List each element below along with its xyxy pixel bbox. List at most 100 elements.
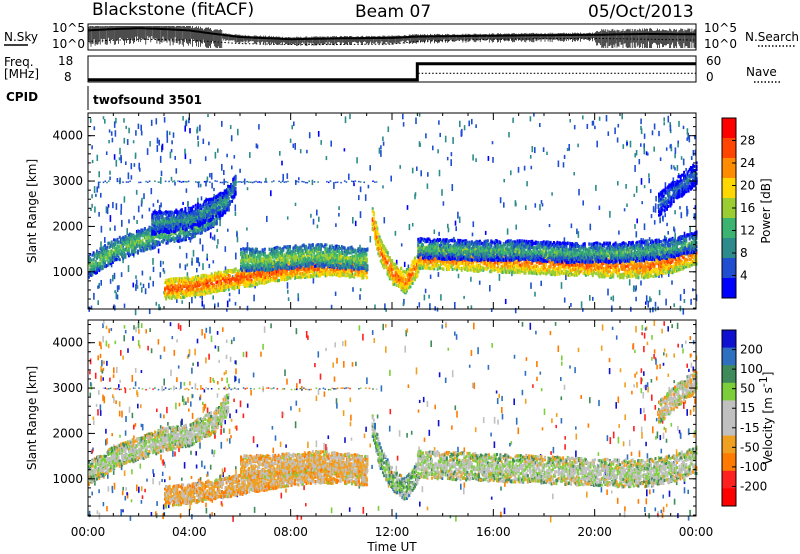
rti-cell bbox=[472, 221, 475, 228]
noise-right-tick-bottom: 10^0 bbox=[704, 37, 737, 51]
rti-cell bbox=[101, 247, 104, 251]
rti-cell bbox=[152, 220, 155, 224]
rti-cell bbox=[197, 141, 200, 147]
rti-cell bbox=[170, 211, 173, 215]
rti-cell bbox=[115, 239, 118, 243]
rti-cell bbox=[139, 244, 142, 248]
rti-cell bbox=[634, 224, 636, 229]
rti-cell bbox=[138, 239, 141, 243]
rti-cell bbox=[127, 265, 130, 273]
rti-cell bbox=[195, 206, 198, 210]
rti-cell bbox=[96, 251, 98, 255]
rti-cell bbox=[444, 135, 447, 143]
rti-cell bbox=[90, 266, 93, 270]
rti-cell bbox=[163, 222, 166, 226]
rti-cell bbox=[186, 263, 189, 267]
rti-cell bbox=[338, 206, 340, 211]
rti-cell bbox=[152, 230, 155, 234]
rti-cell bbox=[138, 162, 140, 170]
rti-cell bbox=[177, 180, 179, 182]
rti-cell bbox=[154, 242, 157, 246]
rti-cell bbox=[174, 220, 177, 224]
rti-cell bbox=[231, 199, 234, 203]
rti-cell bbox=[224, 211, 227, 215]
rti-cell bbox=[317, 131, 320, 137]
rti-cell bbox=[664, 213, 666, 218]
rti-cell bbox=[162, 212, 165, 216]
rti-cell bbox=[461, 128, 463, 136]
rti-cell bbox=[169, 151, 172, 159]
rti-cell bbox=[291, 125, 293, 130]
rti-cell bbox=[226, 300, 229, 308]
rti-cell bbox=[457, 211, 459, 219]
rti-cell bbox=[135, 130, 137, 136]
rti-cell bbox=[170, 229, 173, 233]
rti-cell bbox=[570, 223, 573, 229]
rti-cell bbox=[213, 220, 216, 224]
rti-cell bbox=[265, 181, 268, 183]
rti-cell bbox=[185, 215, 188, 219]
rti-cell bbox=[158, 220, 161, 224]
rti-cell bbox=[134, 243, 137, 247]
rti-cell bbox=[178, 223, 181, 227]
rti-cell bbox=[234, 192, 237, 196]
rti-cell bbox=[97, 250, 100, 254]
rti-cell bbox=[115, 255, 118, 259]
rti-cell bbox=[117, 245, 120, 249]
rti-cell bbox=[186, 214, 189, 218]
rti-cell bbox=[133, 248, 136, 252]
rti-cell bbox=[534, 203, 537, 208]
rti-cell bbox=[114, 246, 117, 250]
rti-cell bbox=[194, 219, 197, 223]
rti-cell bbox=[152, 266, 155, 273]
rti-cell bbox=[183, 218, 186, 222]
freq-left-tick-bottom: 8 bbox=[64, 70, 72, 84]
rti-cell bbox=[132, 140, 135, 144]
rti-cell bbox=[318, 216, 320, 222]
rti-cell bbox=[102, 258, 105, 262]
rti-cell bbox=[540, 280, 542, 287]
rti-cell bbox=[374, 304, 376, 310]
rti-cell bbox=[683, 299, 686, 304]
rti-cell bbox=[227, 228, 229, 232]
rti-cell bbox=[131, 243, 134, 247]
rti-cell bbox=[167, 211, 170, 215]
rti-cell bbox=[190, 209, 193, 213]
rti-cell bbox=[181, 209, 183, 213]
rti-cell bbox=[440, 294, 442, 301]
rti-cell bbox=[195, 218, 198, 221]
rti-cell bbox=[151, 232, 154, 235]
rti-cell bbox=[144, 288, 147, 295]
rti-cell bbox=[189, 227, 192, 231]
rti-cell bbox=[149, 229, 152, 233]
rti-cell bbox=[215, 214, 218, 218]
rti-cell bbox=[437, 149, 439, 154]
rti-cell bbox=[206, 253, 208, 259]
rti-cell bbox=[184, 226, 187, 230]
rti-cell bbox=[170, 213, 173, 217]
rti-cell bbox=[301, 180, 303, 183]
rti-cell bbox=[175, 223, 178, 227]
rti-cell bbox=[651, 130, 654, 136]
rti-cell bbox=[137, 251, 139, 255]
rti-cell bbox=[649, 307, 652, 313]
rti-cell bbox=[308, 180, 310, 182]
rti-cell bbox=[419, 142, 421, 147]
rti-cell bbox=[194, 223, 197, 227]
rti-cell bbox=[170, 176, 173, 181]
rti-cell bbox=[367, 184, 370, 189]
rti-cell bbox=[138, 244, 141, 248]
rti-cell bbox=[358, 180, 360, 183]
rti-cell bbox=[295, 179, 297, 185]
rti-cell bbox=[169, 220, 172, 224]
rti-cell bbox=[207, 114, 209, 118]
rti-cell bbox=[243, 178, 246, 185]
rti-cell bbox=[163, 211, 166, 214]
freq-right-tick-top: 60 bbox=[706, 54, 721, 68]
rti-cell bbox=[141, 245, 144, 249]
rti-cell bbox=[190, 233, 193, 237]
rti-cell bbox=[382, 141, 385, 146]
rti-cell bbox=[541, 203, 544, 207]
rti-cell bbox=[442, 201, 445, 206]
rti-cell bbox=[640, 280, 642, 286]
